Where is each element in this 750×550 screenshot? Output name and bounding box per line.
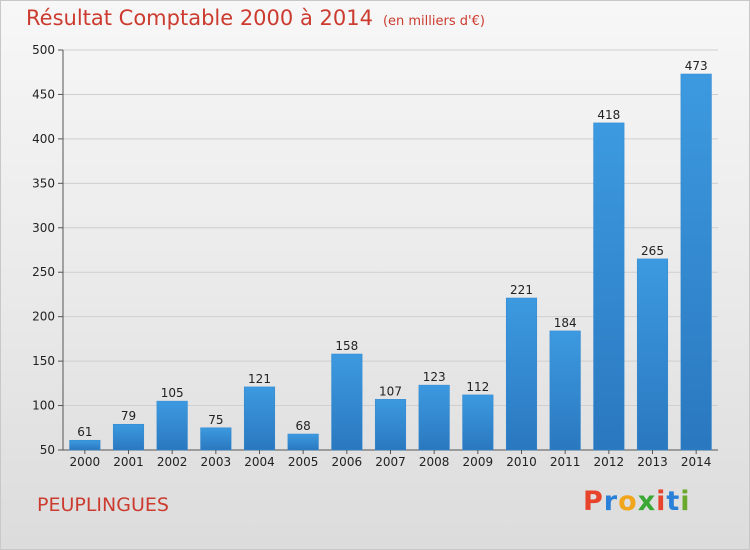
y-tick-label: 100 <box>32 399 55 413</box>
logo-letter: P <box>583 486 604 517</box>
y-tick-label: 450 <box>32 87 55 101</box>
y-tick-label: 350 <box>32 176 55 190</box>
bar <box>593 122 625 451</box>
data-label: 473 <box>685 59 708 73</box>
x-tick-label: 2001 <box>113 455 144 469</box>
bar <box>156 400 188 451</box>
logo-letter: x <box>637 486 657 517</box>
y-tick-label: 50 <box>40 443 55 457</box>
x-tick-label: 2014 <box>681 455 712 469</box>
data-label: 221 <box>510 283 533 297</box>
data-label: 184 <box>554 316 577 330</box>
y-tick-label: 200 <box>32 310 55 324</box>
x-tick-label: 2008 <box>419 455 450 469</box>
proxiti-logo: Proxiti <box>583 486 691 517</box>
logo-letter: i <box>656 486 667 517</box>
data-label: 105 <box>161 386 184 400</box>
data-label: 61 <box>77 425 92 439</box>
x-tick-label: 2000 <box>70 455 101 469</box>
chart-title-text: Résultat Comptable 2000 à 2014 <box>26 6 373 30</box>
bar <box>374 399 407 451</box>
x-tick-label: 2011 <box>550 455 581 469</box>
y-tick-label: 150 <box>32 354 55 368</box>
x-tick-label: 2002 <box>157 455 188 469</box>
x-tick-label: 2009 <box>463 455 494 469</box>
bar <box>505 297 538 451</box>
chart-title: Résultat Comptable 2000 à 2014 (en millie… <box>26 6 485 30</box>
data-label: 75 <box>208 413 223 427</box>
chart-unit-label: (en milliers d'€) <box>382 14 485 29</box>
bar <box>636 258 669 451</box>
bar <box>243 386 276 451</box>
logo-letter: o <box>618 486 638 517</box>
bar <box>287 433 319 451</box>
logo-letter: r <box>603 486 619 517</box>
x-tick-label: 2006 <box>332 455 363 469</box>
data-label: 158 <box>335 339 358 353</box>
data-label: 112 <box>466 380 489 394</box>
data-label: 79 <box>121 409 136 423</box>
x-tick-label: 2013 <box>637 455 668 469</box>
bar <box>418 384 450 451</box>
y-tick-label: 500 <box>32 43 55 57</box>
logo-letter: i <box>680 486 691 517</box>
y-tick-label: 400 <box>32 132 55 146</box>
town-name: PEUPLINGUES <box>37 494 169 516</box>
data-label: 68 <box>296 419 311 433</box>
bar <box>200 427 232 451</box>
y-tick-label: 300 <box>32 221 55 235</box>
data-label: 121 <box>248 372 271 386</box>
data-label: 123 <box>423 370 446 384</box>
bar <box>69 439 101 451</box>
bar <box>680 73 712 451</box>
x-tick-label: 2012 <box>594 455 625 469</box>
data-label: 107 <box>379 384 402 398</box>
data-label: 418 <box>597 108 620 122</box>
bar <box>549 330 581 451</box>
x-tick-label: 2005 <box>288 455 319 469</box>
y-tick-label: 250 <box>32 265 55 279</box>
x-tick-label: 2003 <box>201 455 232 469</box>
x-tick-label: 2007 <box>375 455 406 469</box>
x-tick-label: 2004 <box>244 455 275 469</box>
x-tick-label: 2010 <box>506 455 537 469</box>
bar <box>331 353 363 451</box>
logo-letter: t <box>666 486 681 517</box>
bar <box>462 394 494 451</box>
bar <box>112 423 145 451</box>
data-label: 265 <box>641 244 664 258</box>
